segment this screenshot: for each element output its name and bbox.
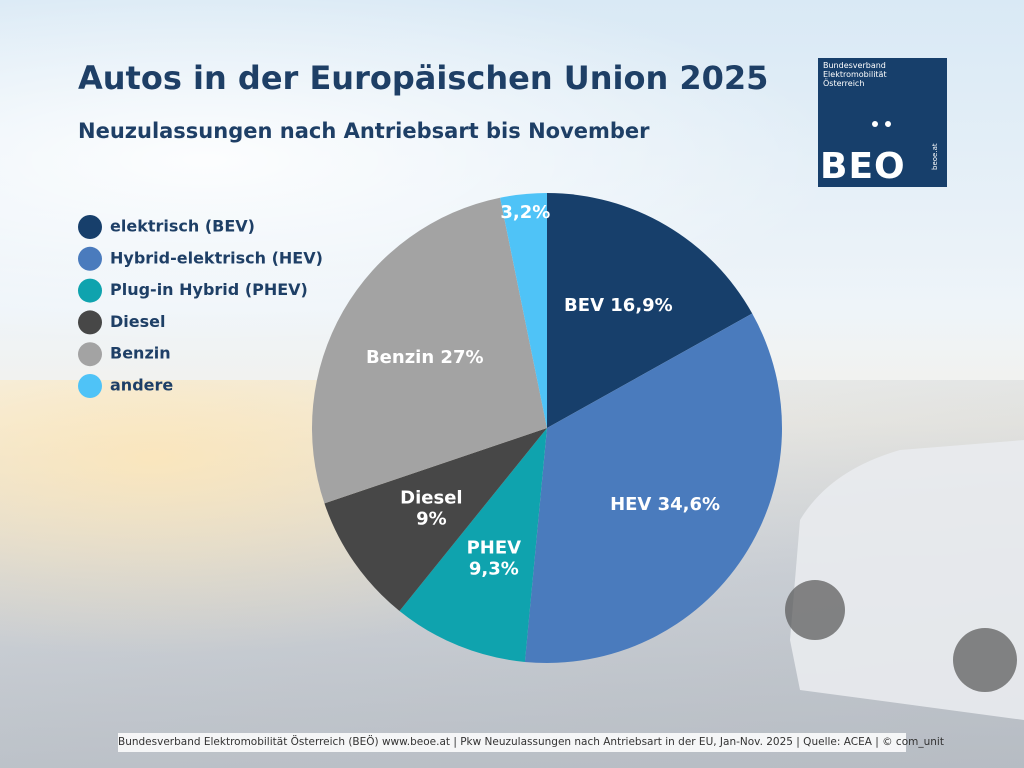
legend-marker [78,342,102,367]
pie-slice [311,197,547,504]
data-label: BEV 16,9% [564,295,673,317]
logo-acronym: BEO [820,146,906,187]
legend-label: Plug-in Hybrid (PHEV) [110,280,308,299]
legend-marker [78,278,102,303]
logo-name: Bundesverband Elektromobilität Österreic… [823,61,887,89]
car-wheel [785,580,845,640]
data-label: HEV 34,6% [610,494,721,516]
legend-label: Hybrid-elektrisch (HEV) [110,248,323,267]
legend-label: Benzin [110,344,171,363]
legend-label: Diesel [110,312,165,331]
data-label: Benzin 27% [365,346,484,368]
pie-slice [547,193,753,428]
logo-url: beoe.at [931,143,939,170]
legend-label: elektrisch (BEV) [110,217,255,236]
data-label: 3,2% [500,202,551,224]
logo-dot [872,121,878,127]
data-label: PHEV 9,3% [466,537,522,580]
pie-slice [399,428,547,662]
pie-slice [324,428,547,611]
footer: Bundesverband Elektromobilität Österreic… [118,733,944,752]
legend-label: andere [110,376,173,395]
pie-slice [524,313,782,663]
legend-marker [78,374,102,398]
legend-marker [78,246,102,271]
legend-marker [78,215,102,239]
data-label: Diesel 9% [400,487,463,530]
logo-box [818,58,947,187]
chart-title: Autos in der Europäischen Union 2025 [78,59,768,97]
chart-subtitle: Neuzulassungen nach Antriebsart bis Nove… [78,119,650,143]
logo-dot [885,121,891,127]
pie-slice [500,193,547,428]
legend-marker [78,310,102,335]
car-wheel [953,628,1017,692]
